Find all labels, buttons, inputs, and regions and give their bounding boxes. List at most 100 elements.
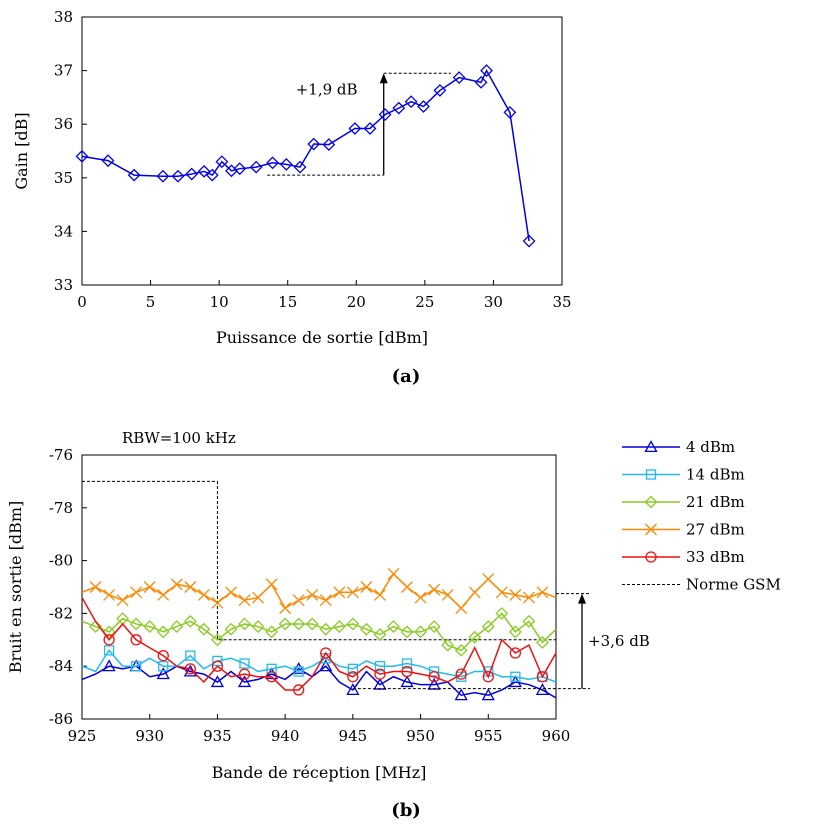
data-point-33-dBm <box>482 671 494 683</box>
y-tick-label: -82 <box>49 604 73 622</box>
data-point-27-dBm <box>238 594 251 607</box>
data-point-14-dBm <box>293 666 304 677</box>
data-point-14-dBm <box>374 661 386 672</box>
x-tick-label: 930 <box>135 727 164 745</box>
data-point-4-dBm <box>481 688 495 701</box>
data-point-14-dBm <box>428 666 440 677</box>
data-point-gain <box>433 84 447 97</box>
data-point-gain <box>75 149 89 163</box>
legend-entry: 21 dBm <box>622 493 745 511</box>
series-group-b <box>81 567 557 701</box>
data-point-gain <box>215 155 229 169</box>
data-point-21-dBm <box>441 638 455 652</box>
y-tick-label: -86 <box>49 710 73 728</box>
data-point-4-dBm <box>454 688 468 701</box>
data-point-27-dBm <box>103 588 116 601</box>
data-point-gain <box>392 101 406 115</box>
panel-label-b: (b) <box>391 800 421 821</box>
data-point-27-dBm <box>211 596 224 609</box>
data-point-gain <box>307 137 321 151</box>
plot-frame-b <box>81 454 557 720</box>
y-axis-label-b: Bruit en sortie [dBm] <box>6 501 25 673</box>
data-point-33-dBm <box>320 647 332 659</box>
data-point-14-dBm <box>347 663 359 674</box>
legend-entry: 33 dBm <box>622 548 745 566</box>
data-point-33-dBm <box>293 684 305 696</box>
data-point-14-dBm <box>266 663 277 674</box>
data-point-21-dBm <box>89 620 102 634</box>
y-tick-label: -80 <box>49 552 73 570</box>
data-point-gain <box>322 138 336 151</box>
data-point-21-dBm <box>251 620 265 634</box>
data-point-27-dBm <box>170 578 183 591</box>
panel-label-a: (a) <box>392 366 421 387</box>
data-point-33-dBm <box>509 647 522 659</box>
data-point-gain <box>348 122 362 135</box>
data-point-27-dBm <box>116 594 129 607</box>
plot-frame-a <box>81 16 563 286</box>
data-point-4-dBm <box>535 683 550 696</box>
axis-ticks-b: 925 930 935 940 945 950 955 960 -86 -84 -82 -80 -78 -… <box>49 446 570 745</box>
data-point-27-dBm <box>292 594 305 607</box>
data-point-gain <box>480 64 493 78</box>
legend-marker <box>645 551 657 563</box>
y-tick-label: 36 <box>54 115 73 133</box>
data-point-33-dBm <box>536 671 549 683</box>
chart-title-b: RBW=100 kHz <box>122 429 236 447</box>
data-point-27-dBm <box>536 586 549 599</box>
data-point-27-dBm <box>360 581 373 593</box>
data-point-21-dBm <box>508 625 522 639</box>
data-point-14-dBm <box>510 671 521 682</box>
data-point-21-dBm <box>495 606 509 620</box>
data-point-gain <box>452 71 466 84</box>
data-point-27-dBm <box>319 594 332 607</box>
data-point-33-dBm <box>103 634 115 646</box>
data-point-gain <box>127 168 141 182</box>
legend-marker <box>645 523 657 536</box>
data-point-gain <box>171 169 185 183</box>
series-group-a <box>75 64 536 248</box>
y-tick-label: 35 <box>54 169 73 187</box>
data-point-21-dBm <box>156 625 170 639</box>
series-line-4-dBm <box>81 665 557 699</box>
data-point-21-dBm <box>183 614 197 628</box>
data-point-21-dBm <box>143 620 157 634</box>
data-point-27-dBm <box>495 586 508 599</box>
data-point-33-dBm <box>211 660 224 672</box>
data-point-27-dBm <box>333 586 346 599</box>
data-point-4-dBm <box>346 683 360 696</box>
data-point-27-dBm <box>143 581 156 593</box>
series-line-33-dBm <box>81 597 557 691</box>
data-point-21-dBm <box>332 620 346 634</box>
x-tick-label: 30 <box>484 293 503 311</box>
data-point-27-dBm <box>157 588 170 601</box>
legend-label: 27 dBm <box>686 521 745 539</box>
data-point-21-dBm <box>400 625 414 639</box>
data-point-gain <box>378 108 392 121</box>
data-point-27-dBm <box>279 602 292 615</box>
series-line-21-dBm <box>81 612 557 652</box>
x-tick-label: 20 <box>347 293 366 311</box>
x-tick-label: 25 <box>415 293 434 311</box>
data-point-14-dBm <box>239 658 250 669</box>
data-point-gain <box>279 157 293 171</box>
y-tick-label: 38 <box>54 8 73 26</box>
data-point-21-dBm <box>197 622 211 636</box>
x-tick-label: 15 <box>278 293 297 311</box>
data-point-33-dBm <box>374 668 386 680</box>
data-point-27-dBm <box>89 581 102 593</box>
annotation-b <box>352 593 590 690</box>
legend-marker <box>644 440 658 453</box>
x-tick-label: 950 <box>406 727 435 745</box>
x-tick-label: 955 <box>474 727 503 745</box>
data-point-27-dBm <box>346 586 359 599</box>
data-point-21-dBm <box>346 617 360 631</box>
x-tick-label: 935 <box>203 727 232 745</box>
axis-ticks-a: 0 5 10 15 20 25 30 35 33 34 35 36 37 38 <box>54 8 572 311</box>
data-point-21-dBm <box>387 620 400 634</box>
data-point-27-dBm <box>468 586 481 599</box>
data-point-33-dBm <box>347 671 359 683</box>
panel-a-gain-chart: 0 5 10 15 20 25 30 35 33 34 35 36 37 38 +1,9 dB Puiss… <box>12 8 572 387</box>
y-tick-label: 34 <box>54 222 73 240</box>
